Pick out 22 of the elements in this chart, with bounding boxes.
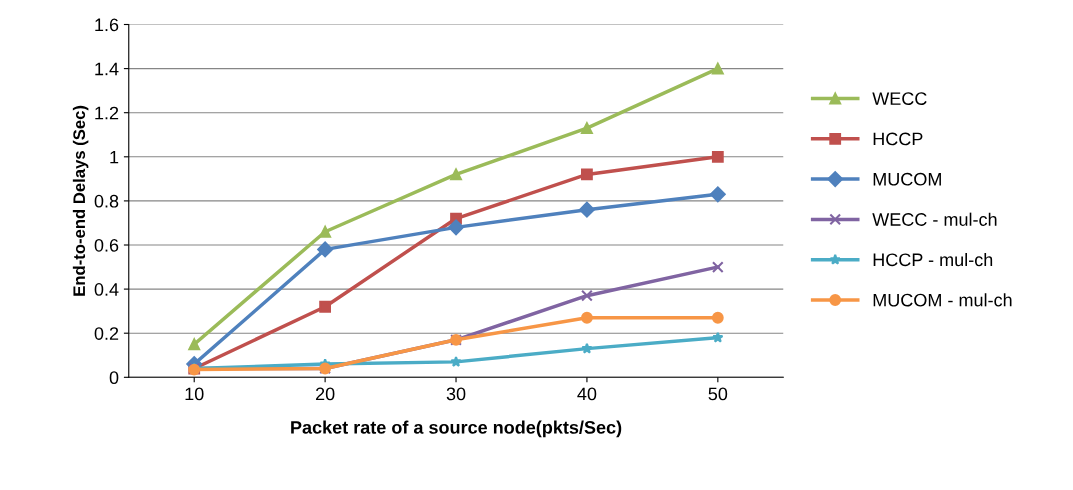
legend-label: WECC - mul-ch <box>872 212 997 226</box>
y-tick-label: 0 <box>109 371 119 385</box>
legend-label: HCCP <box>873 132 923 146</box>
y-axis-title: End-to-end Delays (Sec) <box>72 105 89 296</box>
x-tick-label: 40 <box>577 387 597 401</box>
y-tick-label: 0.8 <box>94 194 119 208</box>
x-tick-label: 10 <box>185 387 204 401</box>
x-tick-label: 30 <box>446 387 466 401</box>
y-tick-label: 1.4 <box>95 62 119 76</box>
legend-label: HCCP - mul-ch <box>873 252 993 267</box>
legend-label: MUCOM - mul-ch <box>873 293 1012 307</box>
x-tick-label: 20 <box>315 387 335 401</box>
legend-label: WECC <box>872 92 927 105</box>
y-tick-label: 1 <box>110 150 119 164</box>
y-tick-label: 0.6 <box>94 238 119 252</box>
legend-label: MUCOM <box>873 172 941 186</box>
x-tick-label: 50 <box>708 387 728 401</box>
y-tick-label: 0.2 <box>94 327 119 340</box>
y-tick-label: 1.2 <box>95 106 119 120</box>
y-tick-label: 1.6 <box>95 18 119 32</box>
x-axis-title: Packet rate of a source node(pkts/Sec) <box>291 420 622 438</box>
y-tick-label: 0.4 <box>94 283 119 296</box>
